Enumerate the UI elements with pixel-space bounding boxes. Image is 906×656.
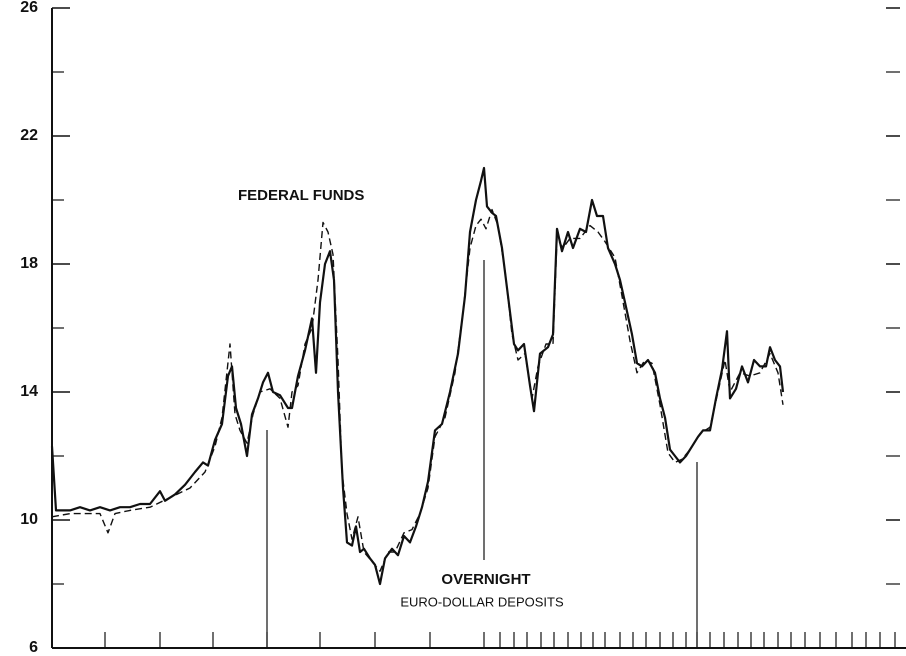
y-tick-label: 22 [20,127,38,144]
y-tick-label: 26 [20,0,38,16]
annotation: OVERNIGHT [441,571,530,588]
y-tick-label: 14 [20,383,38,400]
y-tick-label: 10 [20,511,38,528]
y-tick-label: 6 [29,639,38,656]
line-series [51,208,784,572]
line-series [50,166,785,586]
annotation: EURO-DOLLAR DEPOSITS [400,594,564,609]
annotation: FEDERAL FUNDS [238,187,364,204]
y-tick-label: 18 [20,255,38,272]
